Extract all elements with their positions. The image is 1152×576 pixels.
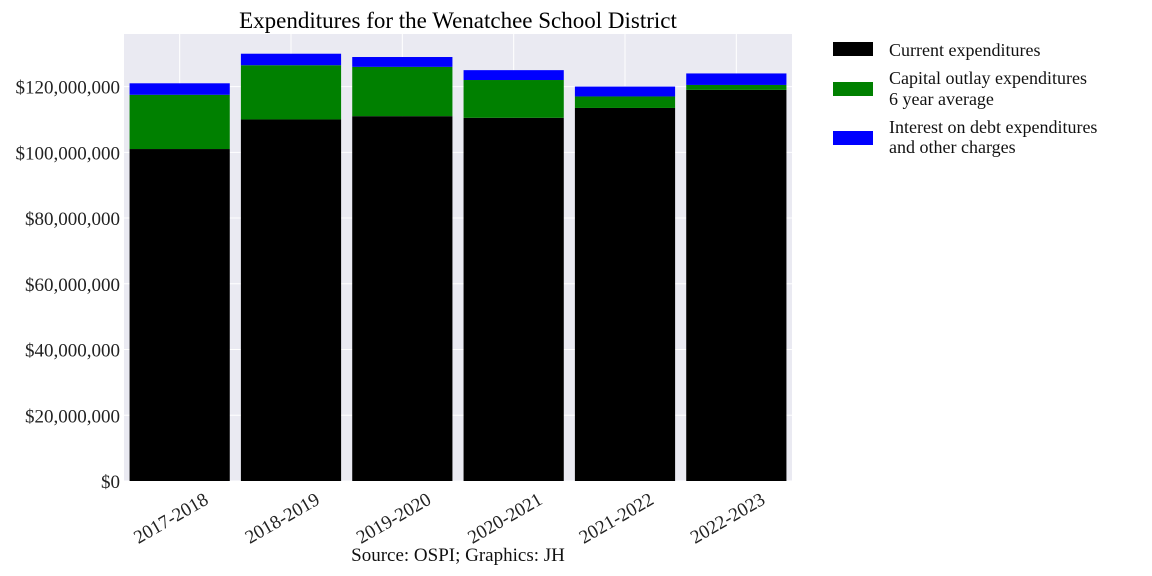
y-axis-ticks: $0 $20,000,000 $40,000,000 $60,000,000 $80,0… [16, 78, 121, 493]
bars [129, 53, 787, 482]
bar-segment [129, 83, 230, 95]
bar-segment [240, 65, 342, 120]
y-tick-label: $120,000,000 [16, 78, 121, 99]
bar-segment [240, 119, 342, 482]
x-tick-label: 2022-2023 [687, 489, 769, 548]
bar-segment [463, 70, 564, 81]
x-tick-label: 2020-2021 [464, 489, 546, 548]
bar-segment [352, 116, 453, 481]
bar-segment [574, 86, 676, 97]
chart-title: Expenditures for the Wenatchee School Di… [239, 8, 677, 33]
bar-segment [574, 107, 676, 481]
bar-segment [574, 96, 676, 108]
x-tick-label: 2017-2018 [130, 489, 212, 548]
x-tick-label: 2021-2022 [576, 489, 658, 548]
bar-segment [240, 53, 342, 66]
bar-segment [352, 57, 453, 67]
legend-swatch [833, 42, 873, 56]
bar-segment [686, 89, 787, 481]
y-tick-label: $40,000,000 [25, 341, 120, 362]
x-axis-ticks: 2017-2018 2018-2019 2019-2020 2020-2021 2021… [130, 489, 768, 548]
y-tick-label: $80,000,000 [25, 209, 120, 230]
bar-segment [686, 73, 787, 85]
bar-segment [352, 66, 453, 117]
legend-swatch [833, 131, 873, 145]
bar-segment [463, 80, 564, 118]
x-tick-label: 2018-2019 [242, 489, 324, 548]
legend-entry: Capital outlay expenditures 6 year averag… [889, 68, 1087, 109]
plot-area [124, 34, 792, 481]
legend-swatch [833, 82, 873, 96]
source-caption: Source: OSPI; Graphics: JH [351, 545, 565, 566]
legend: Current expenditures Capital outlay expen… [833, 40, 1097, 157]
bar-segment [129, 149, 230, 482]
y-tick-label: $0 [101, 472, 120, 493]
y-tick-label: $20,000,000 [25, 406, 120, 427]
x-tick-label: 2019-2020 [353, 489, 435, 548]
y-tick-label: $100,000,000 [16, 143, 121, 164]
legend-entry: Interest on debt expenditures and other c… [889, 117, 1097, 157]
bar-segment [129, 94, 230, 150]
bar-segment [686, 84, 787, 90]
bar-segment [463, 117, 564, 481]
y-tick-label: $60,000,000 [25, 275, 120, 296]
legend-entry: Current expenditures [889, 40, 1040, 60]
